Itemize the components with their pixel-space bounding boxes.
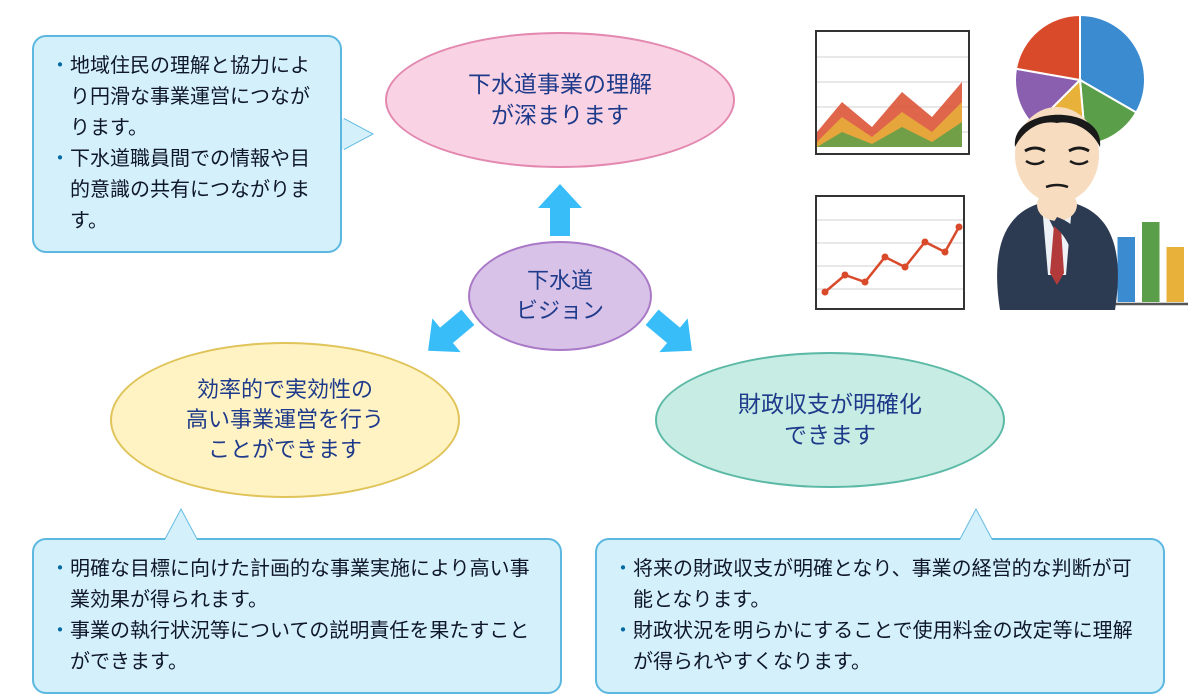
- left-line1: 効率的で実効性の: [186, 375, 384, 405]
- thinking-person-icon: [970, 85, 1145, 310]
- bullet-text: 事業の執行状況等についての説明責任を果たすことができます。: [70, 616, 544, 678]
- bullet-line: ・明確な目標に向けた計画的な事業実施により高い事業効果が得られます。: [50, 554, 544, 616]
- speech-tail-bottom-left: [165, 510, 197, 540]
- bullet-dot: ・: [613, 554, 633, 616]
- bullet-text: 地域住民の理解と協力により円滑な事業運営につながります。: [70, 51, 324, 144]
- center-vision-ellipse: 下水道 ビジョン: [468, 241, 652, 351]
- bullet-dot: ・: [50, 616, 70, 678]
- speech-box-bottom-right: ・将来の財政収支が明確となり、事業の経営的な判断が可能となります。・財政状況を明…: [595, 538, 1165, 694]
- speech-box-top-left: ・地域住民の理解と協力により円滑な事業運営につながります。・下水道職員間での情報…: [32, 35, 342, 253]
- bullet-line: ・事業の執行状況等についての説明責任を果たすことができます。: [50, 616, 544, 678]
- speech-tail-bottom-right: [960, 510, 992, 540]
- top-understand-ellipse: 下水道事業の理解 が深まります: [385, 32, 735, 168]
- bullet-dot: ・: [50, 144, 70, 237]
- bullet-dot: ・: [50, 554, 70, 616]
- bullet-line: ・地域住民の理解と協力により円滑な事業運営につながります。: [50, 51, 324, 144]
- bullet-dot: ・: [50, 51, 70, 144]
- arrow-icon: [530, 180, 590, 240]
- bullet-text: 下水道職員間での情報や目的意識の共有につながります。: [70, 144, 324, 237]
- right-finance-ellipse: 財政収支が明確化 できます: [655, 352, 1005, 488]
- line-chart-icon: [815, 195, 965, 310]
- bullet-dot: ・: [613, 616, 633, 678]
- top-line1: 下水道事業の理解: [468, 69, 652, 100]
- left-efficiency-ellipse: 効率的で実効性の 高い事業運営を行う ことができます: [110, 342, 460, 498]
- bullet-text: 将来の財政収支が明確となり、事業の経営的な判断が可能となります。: [633, 554, 1147, 616]
- area-chart-icon: [815, 30, 970, 155]
- center-line2: ビジョン: [516, 296, 604, 326]
- top-line2: が深まります: [468, 100, 652, 131]
- right-line1: 財政収支が明確化: [738, 389, 922, 420]
- bullet-line: ・財政状況を明らかにすることで使用料金の改定等に理解が得られやすくなります。: [613, 616, 1147, 678]
- left-line2: 高い事業運営を行う: [186, 405, 384, 435]
- right-line2: できます: [738, 420, 922, 451]
- center-line1: 下水道: [516, 266, 604, 296]
- bullet-text: 明確な目標に向けた計画的な事業実施により高い事業効果が得られます。: [70, 554, 544, 616]
- bullet-line: ・将来の財政収支が明確となり、事業の経営的な判断が可能となります。: [613, 554, 1147, 616]
- left-line3: ことができます: [186, 435, 384, 465]
- bullet-line: ・下水道職員間での情報や目的意識の共有につながります。: [50, 144, 324, 237]
- bullet-text: 財政状況を明らかにすることで使用料金の改定等に理解が得られやすくなります。: [633, 616, 1147, 678]
- speech-tail-top-left: [342, 118, 372, 150]
- speech-box-bottom-left: ・明確な目標に向けた計画的な事業実施により高い事業効果が得られます。・事業の執行…: [32, 538, 562, 694]
